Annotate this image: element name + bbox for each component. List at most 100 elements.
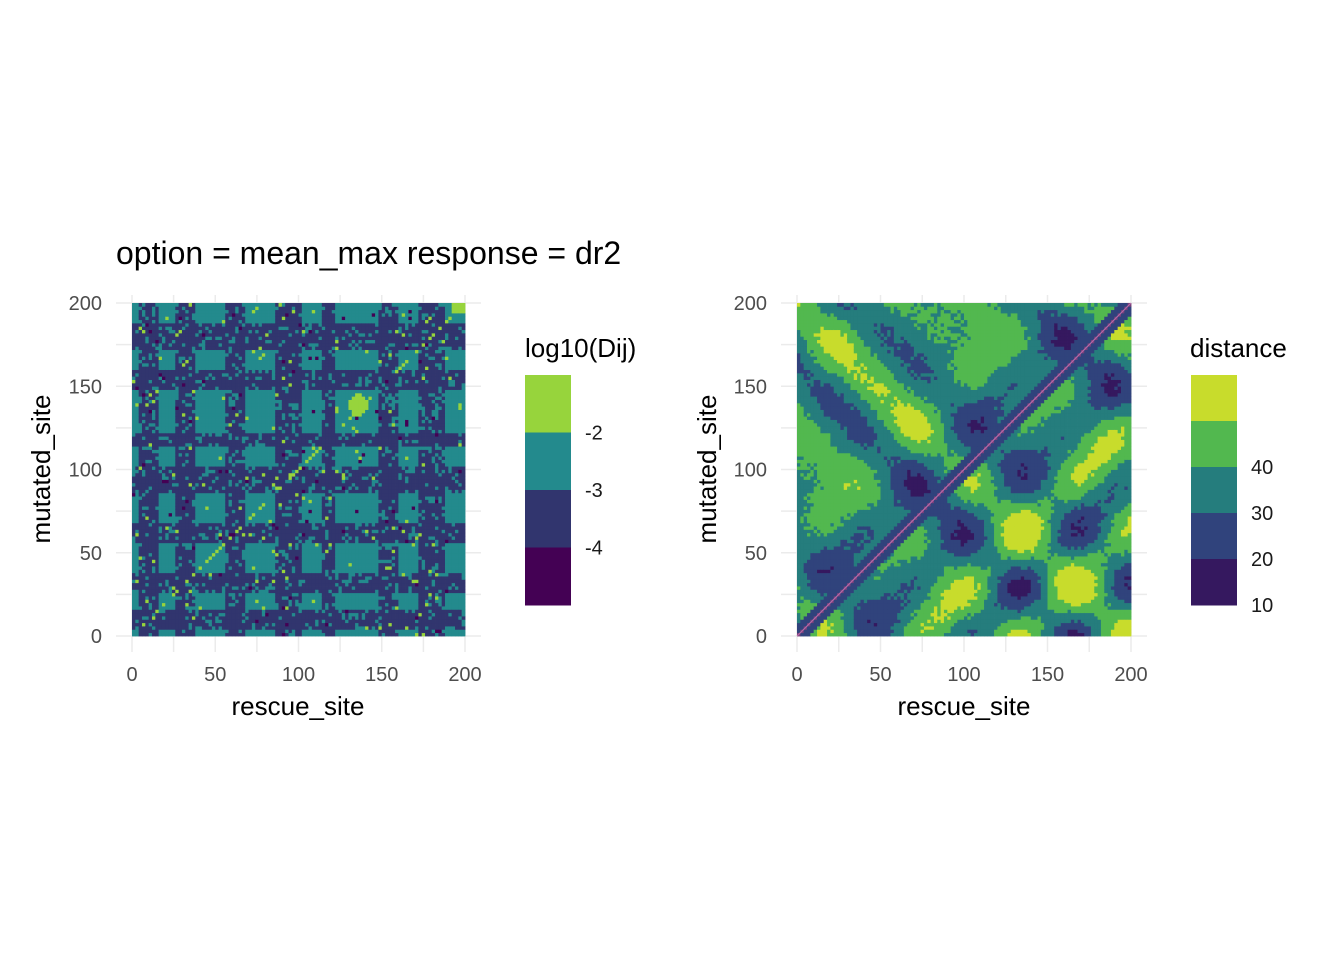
heatmap-cell (271, 496, 276, 500)
heatmap-cell (228, 319, 233, 324)
heatmap-cell (195, 303, 199, 307)
heatmap-cell (235, 396, 239, 400)
heatmap-cell (171, 552, 176, 557)
heatmap-cell (265, 356, 269, 361)
heatmap-cell (265, 536, 269, 540)
heatmap-cell (171, 316, 176, 321)
heatmap-cell (255, 619, 259, 624)
heatmap-cell (208, 592, 213, 597)
heatmap-cell (261, 479, 266, 484)
heatmap-cell (228, 469, 233, 474)
heatmap-cell (261, 556, 266, 560)
heatmap-cell (188, 466, 193, 470)
heatmap-cell (285, 356, 289, 361)
heatmap-cell (261, 482, 266, 487)
heatmap-cell (281, 432, 286, 437)
heatmap-cell (265, 332, 269, 337)
heatmap-cell (215, 356, 219, 361)
heatmap-cell (265, 349, 269, 354)
heatmap-cell (132, 579, 136, 584)
heatmap-cell (135, 622, 140, 627)
heatmap-cell (165, 376, 170, 380)
heatmap-cell (165, 476, 170, 480)
heatmap-cell (171, 546, 176, 550)
heatmap-cell (161, 502, 166, 507)
heatmap-cell (188, 372, 193, 377)
heatmap-cell (138, 549, 143, 554)
heatmap-cell (141, 306, 146, 311)
heatmap-cell (195, 349, 199, 354)
heatmap-cell (165, 422, 170, 427)
heatmap-cell (275, 472, 279, 477)
heatmap-cell (258, 476, 263, 480)
heatmap-cell (265, 352, 269, 357)
heatmap-cell (218, 309, 223, 314)
heatmap-cell (165, 362, 170, 367)
heatmap-cell (132, 426, 136, 430)
heatmap-cell (228, 379, 233, 384)
heatmap-cell (288, 566, 293, 570)
heatmap-cell (191, 616, 196, 620)
heatmap-cell (188, 382, 193, 387)
heatmap-cell (141, 442, 146, 447)
heatmap-cell (175, 366, 180, 370)
heatmap-cell (171, 426, 176, 430)
heatmap-cell (218, 586, 223, 590)
heatmap-cell (241, 452, 246, 457)
heatmap-cell (231, 369, 236, 374)
heatmap-cell (241, 449, 246, 454)
heatmap-cell (191, 549, 196, 554)
heatmap-cell (238, 396, 243, 400)
heatmap-cell (278, 406, 283, 410)
heatmap-cell (188, 379, 193, 384)
heatmap-cell (171, 589, 176, 594)
heatmap-cell (141, 546, 146, 550)
heatmap-cell (205, 416, 209, 420)
heatmap-cell (145, 526, 150, 530)
heatmap-cell (141, 549, 146, 554)
heatmap-cell (281, 492, 286, 497)
heatmap-cell (278, 576, 283, 580)
heatmap-cell (278, 416, 283, 420)
heatmap-cell (231, 546, 236, 550)
heatmap-cell (195, 519, 199, 524)
heatmap-cell (255, 416, 259, 420)
heatmap-cell (221, 489, 226, 494)
heatmap-cell (271, 542, 276, 547)
heatmap-cell (168, 536, 173, 540)
heatmap-cell (245, 376, 249, 380)
heatmap-cell (151, 359, 156, 364)
heatmap-cell (158, 412, 163, 417)
heatmap-cell (198, 332, 203, 337)
heatmap-cell (145, 402, 150, 407)
heatmap-cell (251, 402, 256, 407)
heatmap-cell (271, 442, 276, 447)
heatmap-cell (228, 412, 233, 417)
heatmap-cell (171, 509, 176, 514)
heatmap-cell (268, 456, 273, 460)
heatmap-cell (161, 452, 166, 457)
heatmap-cell (161, 559, 166, 564)
heatmap-cell (225, 399, 229, 404)
heatmap-cell (171, 562, 176, 567)
heatmap-cell (178, 569, 183, 574)
heatmap-cell (218, 626, 223, 630)
heatmap-cell (235, 569, 239, 574)
heatmap-cell (211, 552, 216, 557)
heatmap-cell (278, 366, 283, 370)
heatmap-cell (255, 626, 259, 630)
heatmap-cell (221, 439, 226, 444)
heatmap-cell (238, 496, 243, 500)
heatmap-cell (198, 462, 203, 467)
heatmap-cell (268, 506, 273, 510)
heatmap-cell (235, 596, 239, 600)
heatmap-cell (215, 442, 219, 447)
heatmap-cell (165, 572, 170, 577)
heatmap-cell (248, 476, 253, 480)
heatmap-cell (175, 436, 180, 440)
heatmap-cell (255, 556, 259, 560)
heatmap-cell (198, 479, 203, 484)
heatmap-cell (195, 369, 199, 374)
heatmap-cell (161, 319, 166, 324)
heatmap-cell (161, 582, 166, 587)
